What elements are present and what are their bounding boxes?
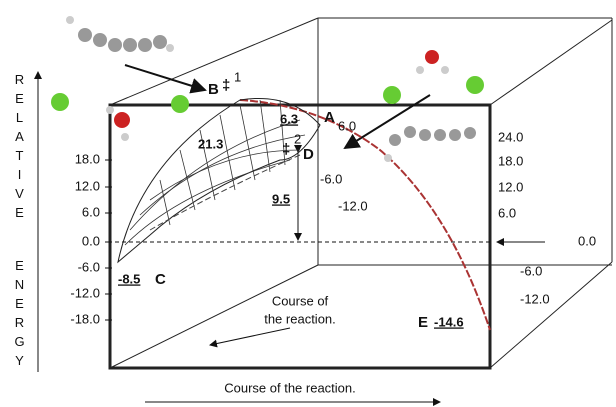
inner-tick-label: 6.0 bbox=[338, 118, 356, 133]
left-tick-label: -18.0 bbox=[70, 311, 100, 326]
inner-axis-title: Course of bbox=[272, 293, 329, 308]
barrier: 21.3 bbox=[198, 136, 223, 151]
left-tick-label: 12.0 bbox=[75, 178, 100, 193]
inner-axis-title: the reaction. bbox=[264, 311, 336, 326]
point-letter: D bbox=[303, 146, 314, 163]
outer-tick-label: -12.0 bbox=[520, 291, 550, 306]
inner-tick-label: -12.0 bbox=[338, 198, 368, 213]
left-tick-label: -12.0 bbox=[70, 285, 100, 300]
left-tick-label: 18.0 bbox=[75, 151, 100, 166]
point-value: 6.3 bbox=[280, 111, 298, 126]
inner-tick-label: -6.0 bbox=[320, 171, 342, 186]
point-letter: E bbox=[418, 314, 428, 331]
right-tick-label: 24.0 bbox=[498, 129, 523, 144]
left-tick-label: 0.0 bbox=[82, 233, 100, 248]
outer-tick-label: 0.0 bbox=[578, 233, 596, 248]
right-tick-label: 18.0 bbox=[498, 153, 523, 168]
left-tick-label: 6.0 bbox=[82, 204, 100, 219]
arrow bbox=[210, 328, 290, 345]
barrier: 9.5 bbox=[272, 191, 290, 206]
point-mark: ‡ bbox=[282, 141, 290, 158]
point-letter: B bbox=[208, 81, 219, 98]
point-letter: A bbox=[324, 109, 335, 126]
arrow bbox=[345, 95, 430, 148]
point-letter: C bbox=[155, 271, 166, 288]
x-axis-title: Course of the reaction. bbox=[224, 380, 356, 395]
arrow bbox=[125, 65, 205, 90]
diagram: 18.0 12.0 6.0 0.0 -6.0 -12.0 -18.0 24.0 18.0 12.0… bbox=[0, 0, 616, 407]
box bbox=[110, 18, 612, 368]
page: {"axis_title":{"top":"RELATIVE","bottom"… bbox=[0, 0, 616, 407]
point-mark: ‡ bbox=[222, 77, 230, 94]
point-index: 1 bbox=[234, 69, 241, 84]
point-value: -14.6 bbox=[434, 314, 464, 329]
point-index: 2 bbox=[294, 131, 301, 146]
point-value: -8.5 bbox=[118, 271, 140, 286]
left-tick-label: -6.0 bbox=[78, 259, 100, 274]
mesh bbox=[125, 100, 305, 245]
right-tick-label: 12.0 bbox=[498, 179, 523, 194]
right-tick-label: 6.0 bbox=[498, 205, 516, 220]
molecules bbox=[51, 16, 484, 162]
outer-tick-label: -6.0 bbox=[520, 263, 542, 278]
